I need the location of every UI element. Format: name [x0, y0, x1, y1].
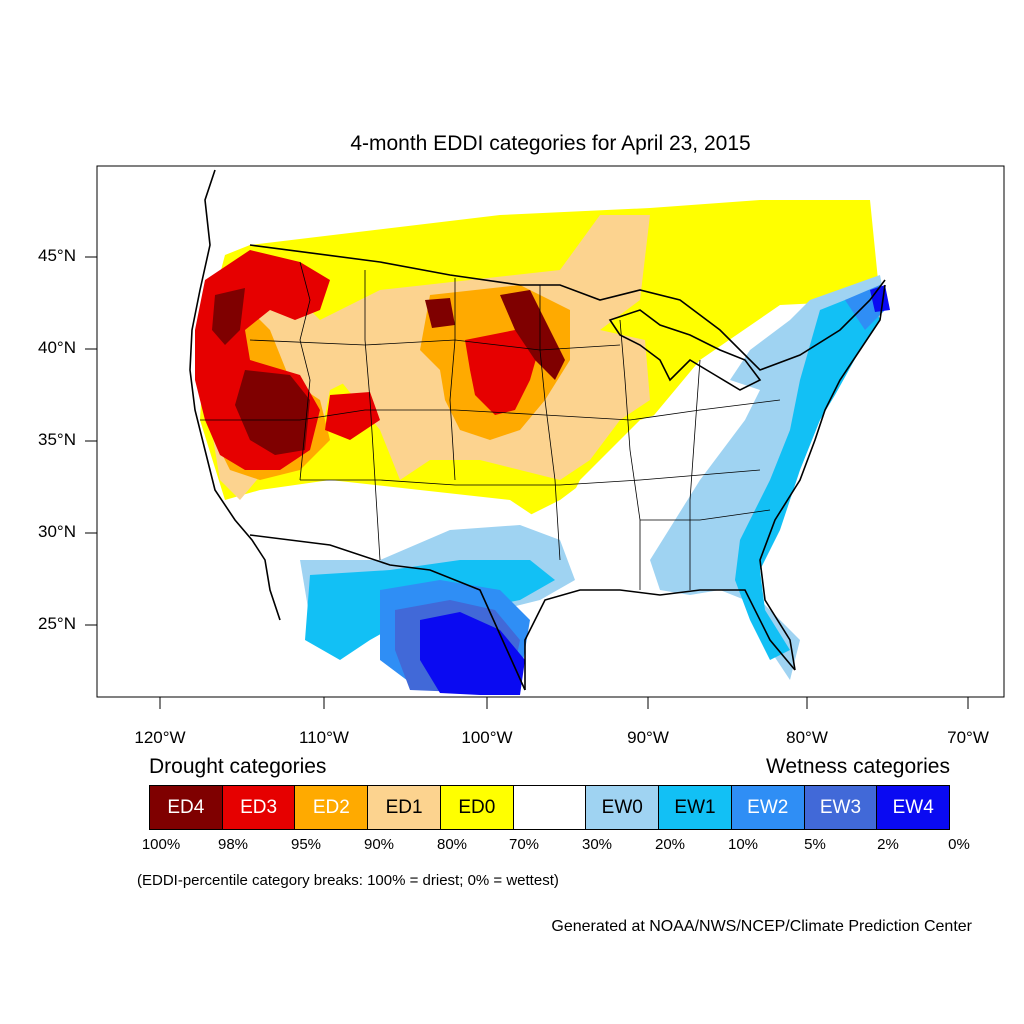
category-legend: ED4 ED3 ED2 ED1 ED0 EW0 EW1 EW2 EW3 EW4	[149, 785, 950, 830]
legend-ew2-label: EW2	[747, 796, 789, 818]
pct-label: 98%	[217, 836, 249, 853]
region-ed4-montana	[425, 298, 455, 328]
pct-label: 20%	[654, 836, 686, 853]
pct-label: 80%	[436, 836, 468, 853]
state-borders	[200, 261, 781, 590]
map-frame	[96, 165, 1005, 698]
great-lakes	[608, 309, 762, 391]
legend-ew3-label: EW3	[819, 796, 862, 818]
legend-ed1-label: ED1	[385, 796, 423, 818]
lat-label-30n: 30°N	[38, 522, 76, 541]
lon-label-120w: 120°W	[134, 728, 186, 747]
credit-text: Generated at NOAA/NWS/NCEP/Climate Predi…	[551, 918, 972, 935]
pct-label: 10%	[727, 836, 759, 853]
east-coastline	[759, 284, 886, 671]
lat-label-35n: 35°N	[38, 430, 76, 449]
pct-label: 70%	[508, 836, 540, 853]
lon-label-100w: 100°W	[461, 728, 513, 747]
legend-ew1-label: EW1	[674, 796, 716, 818]
legend-neutral	[513, 786, 587, 829]
lon-label-80w: 80°W	[786, 728, 828, 747]
coastlines	[189, 169, 886, 691]
legend-ed0-label: ED0	[458, 796, 496, 818]
pct-label: 5%	[804, 836, 826, 853]
west-coastline	[189, 169, 281, 621]
map-plot-area	[189, 169, 890, 695]
mexico-border	[249, 534, 526, 691]
region-ed4	[212, 288, 245, 345]
legend-ew1: EW1	[659, 786, 732, 829]
drought-categories-heading: Drought categories	[149, 755, 327, 778]
pct-label: 95%	[290, 836, 322, 853]
legend-ew4: EW4	[877, 786, 950, 829]
region-ed4-dakota	[500, 290, 565, 380]
lat-label-25n: 25°N	[38, 614, 76, 633]
lat-label-45n: 45°N	[38, 246, 76, 265]
region-ed3-utah	[325, 392, 380, 440]
legend-ew0: EW0	[586, 786, 660, 829]
legend-ew0-label: EW0	[601, 796, 643, 818]
lat-label-40n: 40°N	[38, 338, 76, 357]
gulf-coastline	[524, 589, 796, 690]
region-neutral-sw	[260, 480, 540, 560]
legend-ew2: EW2	[731, 786, 805, 829]
legend-ew3: EW3	[804, 786, 878, 829]
wetness-categories-heading: Wetness categories	[765, 755, 950, 778]
pct-label: 0%	[948, 836, 970, 853]
lon-label-110w: 110°W	[299, 728, 349, 747]
legend-ed2: ED2	[295, 786, 369, 829]
region-ew4-maine	[870, 285, 890, 312]
legend-ed0: ED0	[440, 786, 514, 829]
map-title: 4-month EDDI categories for April 23, 20…	[350, 132, 751, 155]
region-ed3-plains	[465, 330, 540, 415]
pct-label: 30%	[581, 836, 613, 853]
axis-ticks	[85, 256, 969, 709]
pct-label: 100%	[141, 836, 181, 853]
category-breaks-note: (EDDI-percentile category breaks: 100% =…	[137, 872, 559, 889]
legend-ed4-label: ED4	[167, 796, 205, 818]
region-ed4-nevada	[235, 370, 310, 455]
lon-label-70w: 70°W	[947, 728, 989, 747]
legend-ed3-label: ED3	[240, 796, 278, 818]
pct-label: 2%	[877, 836, 899, 853]
lon-label-90w: 90°W	[627, 728, 669, 747]
us-canada-border	[249, 244, 886, 371]
legend-ed1: ED1	[368, 786, 441, 829]
pct-label: 90%	[363, 836, 395, 853]
legend-ed2-label: ED2	[312, 796, 350, 818]
legend-ed3: ED3	[222, 786, 296, 829]
legend-ed4: ED4	[150, 786, 223, 829]
legend-ew4-label: EW4	[892, 796, 934, 818]
